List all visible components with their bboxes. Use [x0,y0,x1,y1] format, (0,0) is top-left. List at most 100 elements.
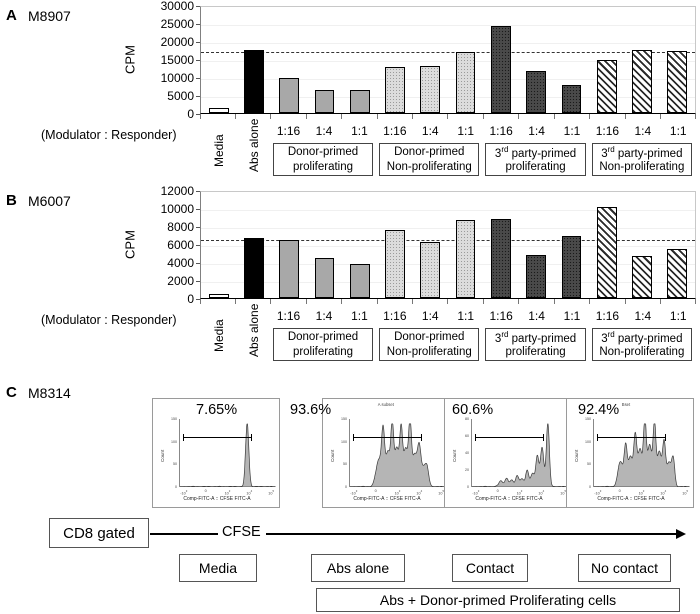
flow-x-tick: -103 [594,489,602,496]
y-tick-2000: 2000 [167,274,194,288]
panel-b-letter: B [6,192,17,209]
group-box-text: Donor-primed Non-proliferating [386,146,472,173]
flow-x-tick: 0 [618,489,621,493]
x-tickmark [341,299,377,304]
flow-y-axis-label: Count [330,449,335,462]
gridline [201,97,695,98]
threshold-line-a [201,52,695,53]
panel-a-title: M8907 [28,8,71,24]
x-ratio-label-9: 1:4 [528,309,545,323]
x-tickmark [234,299,270,304]
flow-plot-region [471,419,569,488]
x-ratio-label-3: 1:4 [315,124,333,138]
flow-gate-bar [474,433,545,441]
x-ratio-label-7: 1:1 [457,309,475,323]
flow-x-tick: 103 [516,489,523,496]
gridline [201,25,695,26]
chart-panel-b: CPM 0 2000 4000 6000 8000 10000 12000 (Modulat… [0,184,700,365]
condition-box-no-contact: No contact [578,554,671,582]
x-tickmark [412,299,448,304]
group-box-text: Donor-primed proliferating [287,331,359,358]
bar-series-b [201,192,695,298]
x-label-media-b: Media [212,319,226,352]
x-ratio-label-6: 1:4 [421,309,439,323]
x-ratio-label-2: 1:16 [276,124,301,138]
bar-series-a [201,7,695,113]
cd8-gated-box: CD8 gated [49,518,149,548]
y-tick-5000: 5000 [167,89,194,103]
x-tickmark [447,114,483,119]
x-tickmark [553,299,589,304]
histogram-trace [349,423,447,488]
panel-b-title: M6007 [28,193,71,209]
flow-y-tick: 20 [465,468,469,472]
bar-slot [589,7,624,113]
bar-1-4-6 [420,66,441,113]
flow-y-tick: 150 [171,417,177,421]
y-tickmark-15000 [196,60,200,61]
x-ratio-label-8: 1:16 [489,124,513,138]
flow-y-tick: 50 [343,462,347,467]
bar-1-16-8 [491,25,511,113]
x-ratio-label-6: 1:4 [421,124,439,138]
flow-y-tick: 0 [345,485,347,489]
group-box-3: 3rd party-primed Non-proliferating [591,143,692,176]
x-tickmark [589,299,625,304]
bar-slot [624,7,659,113]
flow-x-tick: 0 [374,489,377,493]
bar-1-4-3 [314,258,335,298]
y-tick-8000: 8000 [167,220,194,234]
bar-slot [272,192,307,298]
bar-slot [342,7,377,113]
y-tickmark-20000 [196,42,200,43]
bar-slot [307,7,342,113]
x-tickmark [376,114,412,119]
y-tickmark-5000 [196,96,200,97]
group-box-text: Donor-primed proliferating [287,146,359,173]
bar-slot [272,7,307,113]
x-tickmark [482,114,518,119]
bar-slot [342,192,377,298]
bar-1-1-10 [561,84,582,113]
y-tickmark-2000 [196,281,200,282]
x-tickmark [305,299,341,304]
x-ratio-label-4: 1:1 [351,309,368,323]
group-box-1: Donor-primed Non-proliferating [379,143,480,176]
y-axis-title-a: CPM [122,45,138,74]
x-ratio-label-10: 1:1 [563,309,581,323]
flow-x-axis-label: Comp-FITC-A :: CFSE FITC-A [353,496,421,502]
flow-x-tick: 105 [268,489,275,496]
y-tick-6000: 6000 [167,238,194,252]
bar-1-16-5 [385,229,405,298]
x-tickmark [447,299,483,304]
bar-1-4-9 [526,254,547,298]
bar-Media-0 [208,294,229,298]
x-tickmark [518,299,554,304]
bar-slot [448,192,483,298]
bar-slot [483,7,518,113]
x-tickmark [659,114,697,119]
x-ratio-label-12: 1:4 [634,124,652,138]
flow-gate-bar [352,433,423,441]
flow-x-tick: 0 [204,489,207,493]
group-box-0: Donor-primed proliferating [272,328,374,361]
bar-slot [483,192,518,298]
bar-slot [377,7,412,113]
flow-percent-3: 60.6% [452,402,494,418]
bar-1-4-12 [632,50,652,113]
bar-slot [201,7,236,113]
bar-slot [589,192,624,298]
group-box-1: Donor-primed Non-proliferating [379,328,480,361]
bar-Abs-alone-1 [244,237,264,298]
y-tick-20000: 20000 [160,35,194,49]
flow-percent-1: 7.65% [196,402,238,418]
chart-panel-a: CPM 0 5000 10000 15000 20000 25000 30000 (Modu… [0,0,700,180]
cfse-axis-line-left [150,533,218,536]
y-tick-15000: 15000 [160,53,194,67]
plot-area-a [200,6,696,114]
flow-x-tick: 104 [660,489,667,496]
flow-x-tick: 104 [416,489,423,496]
x-ratio-label-13: 1:1 [669,124,687,138]
flow-gate-bar [182,433,253,441]
flow-y-tick: 100 [585,439,591,444]
